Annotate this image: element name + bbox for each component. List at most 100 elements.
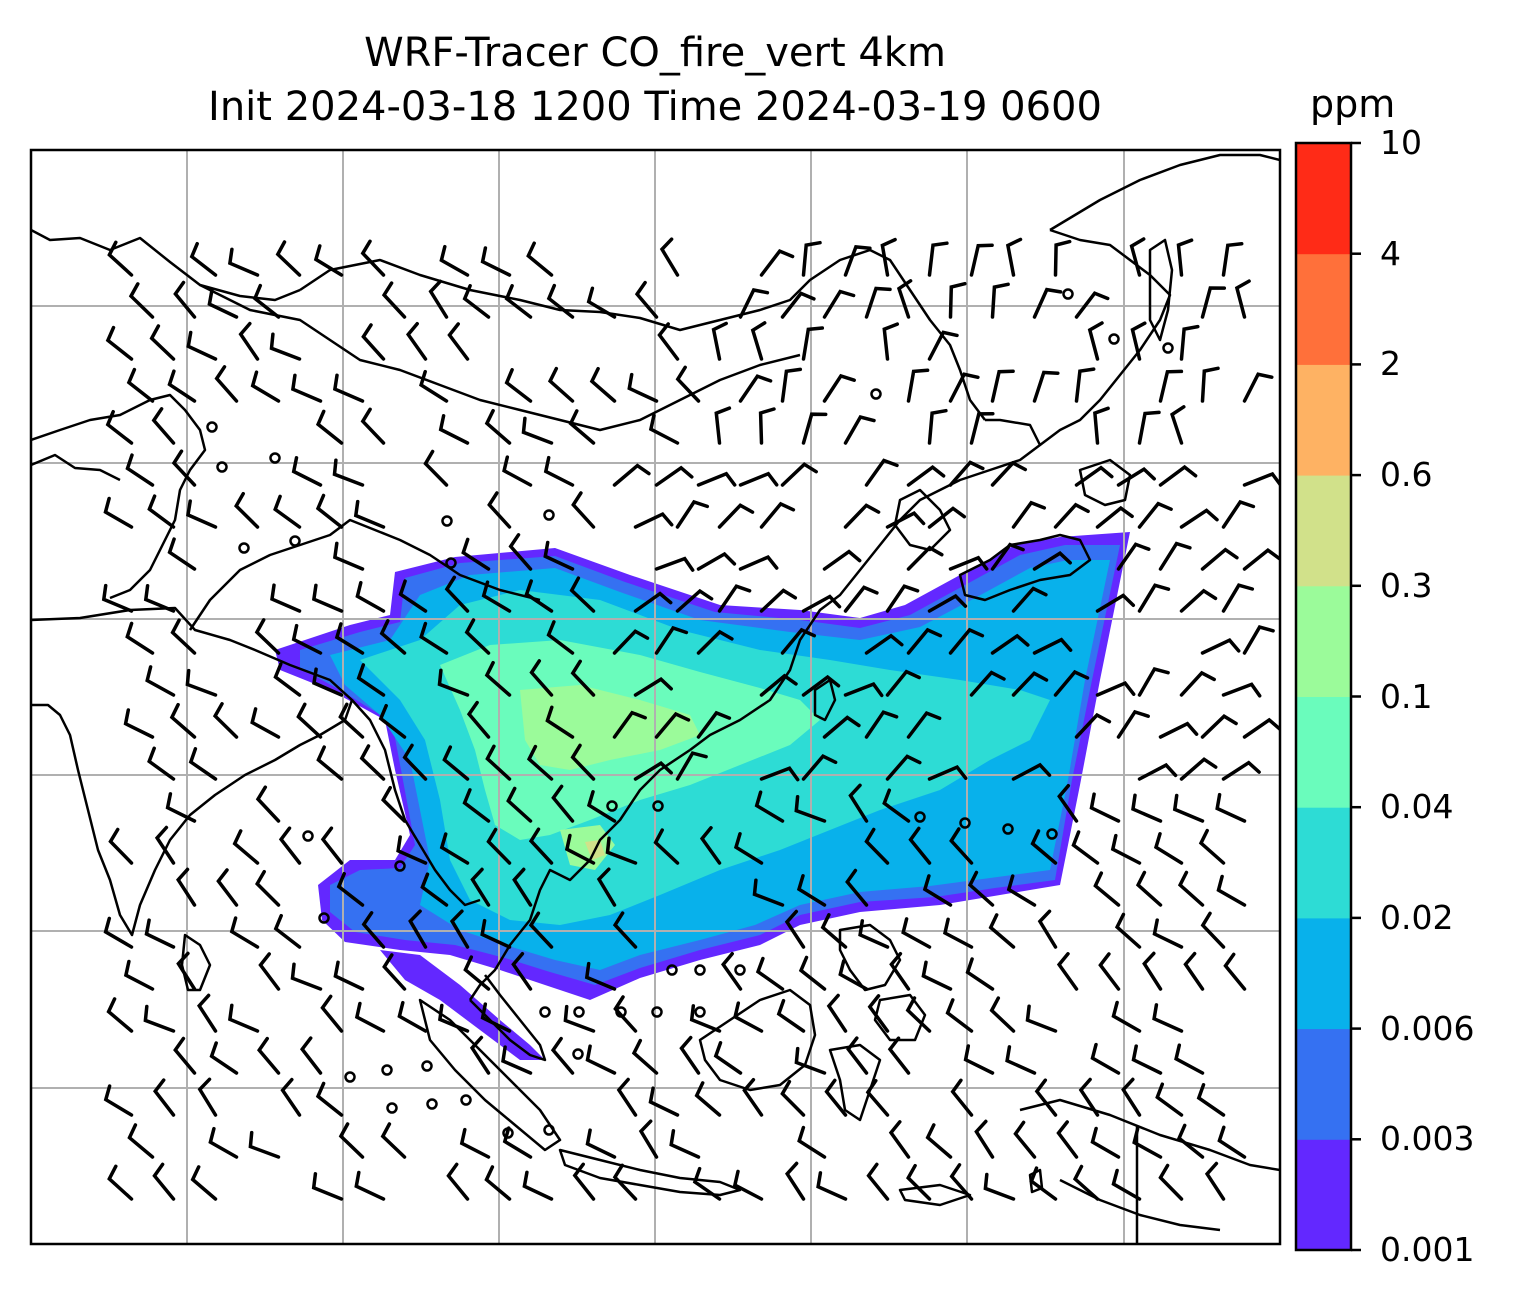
- wind-barb: [278, 826, 302, 865]
- wind-barb: [633, 761, 673, 781]
- wind-barb: [866, 1162, 890, 1201]
- wind-barb: [717, 584, 752, 613]
- wind-barb: [273, 913, 302, 949]
- wind-barb: [512, 867, 533, 907]
- wind-barb: [101, 583, 134, 613]
- wind-barb: [633, 511, 674, 529]
- wind-barb: [711, 321, 728, 361]
- wind-barb: [864, 286, 892, 319]
- wind-barb: [438, 414, 470, 445]
- wind-barb: [462, 284, 491, 319]
- wind-barb: [1090, 1042, 1121, 1075]
- wind-barb: [563, 1004, 596, 1033]
- wind-barb: [843, 681, 884, 698]
- calm-wind-circle: [460, 1094, 472, 1106]
- wind-barb: [353, 499, 386, 529]
- wind-barb: [1137, 410, 1161, 445]
- wind-barb: [906, 627, 943, 655]
- wind-barb: [780, 627, 817, 655]
- wind-barb: [1057, 783, 1079, 823]
- wind-barb: [103, 1084, 134, 1117]
- wind-barb: [1158, 1163, 1184, 1201]
- wind-barb: [338, 702, 365, 739]
- colorbar-segment: [1296, 1139, 1351, 1251]
- wind-barb: [965, 957, 995, 991]
- wind-barb: [843, 585, 879, 613]
- wind-barb: [273, 662, 302, 697]
- wind-barb: [528, 827, 554, 865]
- wind-barb: [648, 413, 680, 445]
- coastline-korea: [893, 488, 952, 552]
- wind-barb: [208, 1126, 239, 1159]
- wind-barb: [921, 960, 953, 991]
- colorbar-tick-label: 0.003: [1380, 1119, 1475, 1159]
- colorbar-tick-label: 2: [1380, 344, 1401, 384]
- wind-barb: [864, 633, 904, 655]
- wind-barb: [299, 1036, 323, 1075]
- wind-barb: [1176, 1123, 1205, 1159]
- calm-wind-circle: [445, 557, 457, 569]
- wind-barb: [311, 583, 344, 613]
- wind-barb: [1142, 951, 1163, 991]
- wind-barb: [612, 463, 651, 487]
- wind-barb: [1242, 625, 1275, 655]
- wind-barb: [989, 996, 1016, 1033]
- wind-barb: [360, 239, 386, 277]
- wind-barb: [1179, 670, 1216, 697]
- wind-barb: [273, 494, 302, 529]
- wind-barb: [207, 288, 239, 319]
- wind-barb: [776, 998, 806, 1033]
- wind-barb: [568, 409, 596, 445]
- wind-barb: [290, 962, 323, 991]
- wind-barb: [634, 280, 659, 319]
- wind-barb: [1074, 367, 1096, 403]
- wind-barb: [816, 1171, 848, 1201]
- wind-barb: [462, 788, 491, 823]
- colorbar-tick-label: 0.1: [1380, 676, 1433, 716]
- wind-barb: [1172, 793, 1205, 823]
- wind-barb: [545, 705, 575, 739]
- wind-barb: [1053, 669, 1090, 697]
- wind-barb: [419, 369, 449, 403]
- wind-barb: [1111, 1000, 1142, 1033]
- wind-barb: [103, 916, 134, 949]
- wind-barb: [659, 237, 680, 277]
- wind-barb: [1053, 502, 1090, 529]
- wind-barb: [402, 743, 428, 781]
- colorbar-unit-label: ppm: [1310, 82, 1396, 126]
- wind-barb: [974, 1119, 995, 1159]
- wind-barbs: [101, 237, 1280, 1201]
- wind-barb: [780, 1079, 806, 1117]
- wind-barb: [694, 1081, 722, 1117]
- wind-barb: [906, 710, 942, 739]
- wind-barb: [738, 288, 770, 319]
- wind-barb: [355, 580, 386, 613]
- wind-barb: [396, 835, 428, 865]
- wind-barb: [896, 279, 913, 319]
- wind-barb: [123, 708, 155, 739]
- wind-barb: [176, 951, 197, 991]
- coastline-philippines-luzon: [838, 923, 902, 992]
- wind-barb: [759, 248, 795, 277]
- wind-barb: [504, 368, 533, 403]
- wind-barb: [270, 583, 302, 613]
- coastlines-and-borders: [31, 153, 1280, 1244]
- wind-barb: [654, 465, 694, 487]
- wind-barb: [784, 909, 806, 949]
- wind-barb: [190, 1165, 218, 1201]
- wind-barb: [1130, 321, 1147, 361]
- coastline-korea-china: [689, 418, 1042, 751]
- wind-barb: [797, 1125, 827, 1159]
- wind-barb: [511, 951, 533, 991]
- wind-barb: [439, 832, 470, 865]
- wind-barb: [176, 867, 197, 907]
- map-content: [31, 150, 1280, 1244]
- wind-barb: [990, 282, 1010, 319]
- calm-wind-circle: [394, 860, 406, 872]
- wind-barb: [1200, 286, 1227, 319]
- wind-barb: [1242, 547, 1280, 571]
- border-russia-china: [299, 248, 986, 421]
- wind-barb: [313, 244, 344, 277]
- calm-wind-circle: [914, 811, 926, 823]
- wind-barb: [633, 677, 673, 697]
